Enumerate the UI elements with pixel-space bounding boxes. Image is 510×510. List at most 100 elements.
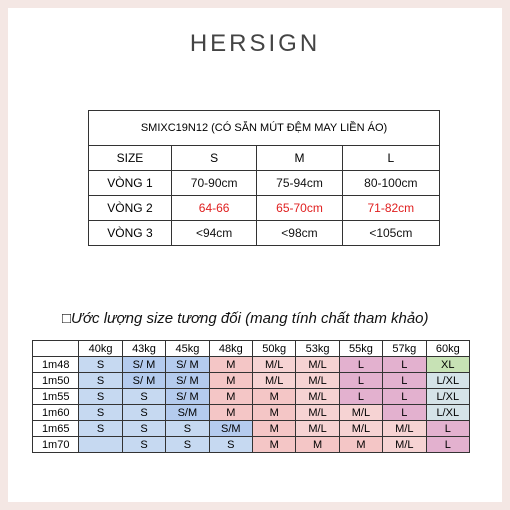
size-cell: S [78,356,123,373]
height-label: 1m55 [31,388,80,405]
size-cell: M [208,372,253,389]
size-cell: S/M [208,420,253,437]
size-cell [78,436,123,453]
row: VÒNG 3 <94cm <98cm <105cm [88,220,441,246]
size-cell: M/L [382,436,427,453]
spec-table: SMIXC19N12 (CÓ SẴN MÚT ĐỆM MAY LIỀN ÁO) S… [88,110,441,246]
size-cell: L/XL [425,404,471,421]
size-cell: L [338,356,384,373]
size-cell: S/ M [121,372,167,389]
size-cell: M [251,420,297,437]
size-cell: L [382,372,427,389]
size-cell: L [382,404,427,421]
size-cell: S/ M [165,372,210,389]
header-cell: L [341,145,441,171]
size-cell: S [208,436,253,453]
size-cell: M [338,436,384,453]
size-cell: M [208,404,253,421]
size-table: 40kg 43kg 45kg 48kg 50kg 53kg 55kg 57kg 60kg 1m48… [31,340,471,453]
header-cell: M [256,145,343,171]
cell: 70-90cm [170,170,258,196]
size-cell: M/L [251,372,297,389]
size-cell: L [382,356,427,373]
weight-header: 57kg [382,340,427,357]
size-cell: S [165,436,210,453]
cell: <98cm [256,220,343,246]
size-cell: S [121,436,167,453]
size-cell: L [382,388,427,405]
size-cell: M/L [382,420,427,437]
cell: 71-82cm [341,195,441,221]
size-cell: M/L [338,404,384,421]
card: HERSIGN SMIXC19N12 (CÓ SẴN MÚT ĐỆM MAY L… [8,8,502,502]
row: SMIXC19N12 (CÓ SẴN MÚT ĐỆM MAY LIỀN ÁO) [88,110,440,146]
cell: 75-94cm [256,170,343,196]
size-cell: S [121,420,167,437]
size-cell: S [165,420,210,437]
row: 1m55 S S S/ M M M M/L L L L/XL [31,388,471,405]
height-label: 1m65 [31,420,80,437]
row-label: VÒNG 2 [88,195,172,221]
row: 1m70 S S S M M M M/L L [31,436,471,453]
size-cell: M [208,388,253,405]
header-row: 40kg 43kg 45kg 48kg 50kg 53kg 55kg 57kg 60kg [31,340,471,357]
cell: 65-70cm [256,195,343,221]
size-cell: L/XL [425,388,471,405]
header-row: SIZE S M L [88,145,441,171]
size-cell: M [295,436,340,453]
row-label: VÒNG 1 [88,170,172,196]
size-cell: M [251,404,297,421]
height-label: 1m48 [31,356,80,373]
size-cell: S [78,404,123,421]
size-cell: M/L [295,372,340,389]
cell: <94cm [170,220,258,246]
weight-header: 53kg [295,340,340,357]
weight-header: 45kg [165,340,210,357]
height-label: 1m50 [31,372,80,389]
size-cell: M/L [295,356,340,373]
cell: <105cm [341,220,441,246]
size-cell: S [121,404,167,421]
size-cell: S/ M [165,356,210,373]
size-cell: L [425,436,471,453]
size-cell: S [78,372,123,389]
weight-header: 40kg [78,340,123,357]
size-cell: M/L [295,388,340,405]
weight-header: 43kg [121,340,167,357]
row: 1m65 S S S S/M M M/L M/L M/L L [31,420,471,437]
size-cell: S [78,420,123,437]
weight-header: 50kg [251,340,297,357]
size-cell: S/ M [121,356,167,373]
cell: 64-66 [170,195,258,221]
size-cell: XL [425,356,471,373]
weight-header: 55kg [338,340,384,357]
size-cell: L/XL [425,372,471,389]
header-cell: S [170,145,258,171]
size-cell: L [425,420,471,437]
size-cell: S [121,388,167,405]
size-cell: L [338,388,384,405]
row: VÒNG 2 64-66 65-70cm 71-82cm [88,195,441,221]
size-cell: M [251,388,297,405]
corner-cell [31,340,80,357]
heading: □Ước lượng size tương đối (mang tính chấ… [62,310,429,327]
size-cell: M/L [251,356,297,373]
logo: HERSIGN [189,30,321,57]
row: VÒNG 1 70-90cm 75-94cm 80-100cm [88,170,441,196]
weight-header: 60kg [425,340,471,357]
row: 1m60 S S S/M M M M/L M/L L L/XL [31,404,471,421]
cell: 80-100cm [341,170,441,196]
row: 1m48 S S/ M S/ M M M/L M/L L L XL [31,356,471,373]
size-cell: S/ M [165,388,210,405]
size-cell: S [78,388,123,405]
header-cell: SIZE [88,145,172,171]
size-cell: M/L [338,420,384,437]
row: 1m50 S S/ M S/ M M M/L M/L L L L/XL [31,372,471,389]
table-title: SMIXC19N12 (CÓ SẴN MÚT ĐỆM MAY LIỀN ÁO) [88,110,440,146]
size-cell: L [338,372,384,389]
size-cell: M/L [295,404,340,421]
height-label: 1m60 [31,404,80,421]
height-label: 1m70 [31,436,80,453]
size-cell: M [208,356,253,373]
